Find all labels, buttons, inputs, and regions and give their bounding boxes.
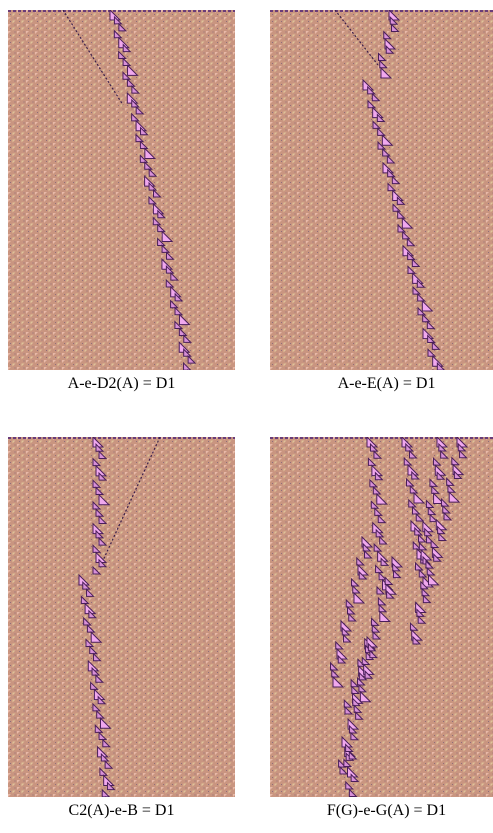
figure: A-e-D2(A) = D1 A-e-E(A) = D1 C2(A)-e-B = D… [0, 0, 493, 833]
automaton [8, 10, 235, 380]
page: A-e-D2(A) = D1 A-e-E(A) = D1 C2(A)-e-B = D… [0, 0, 493, 833]
caption: F(G)-e-G(A) = D1 [327, 802, 446, 819]
panels: A-e-D2(A) = D1 A-e-E(A) = D1 C2(A)-e-B = D… [8, 10, 493, 819]
automaton [270, 10, 493, 377]
caption: C2(A)-e-B = D1 [69, 802, 175, 819]
automaton [8, 437, 235, 804]
panel: F(G)-e-G(A) = D1 [270, 437, 493, 819]
automaton [270, 437, 493, 807]
automaton-background [8, 437, 235, 797]
panel: A-e-D2(A) = D1 [8, 10, 235, 392]
panel: C2(A)-e-B = D1 [8, 437, 235, 819]
caption: A-e-E(A) = D1 [338, 375, 436, 392]
caption: A-e-D2(A) = D1 [68, 375, 176, 392]
glider-cell [188, 370, 198, 380]
panel: A-e-E(A) = D1 [270, 10, 493, 392]
automaton-background [8, 10, 235, 370]
